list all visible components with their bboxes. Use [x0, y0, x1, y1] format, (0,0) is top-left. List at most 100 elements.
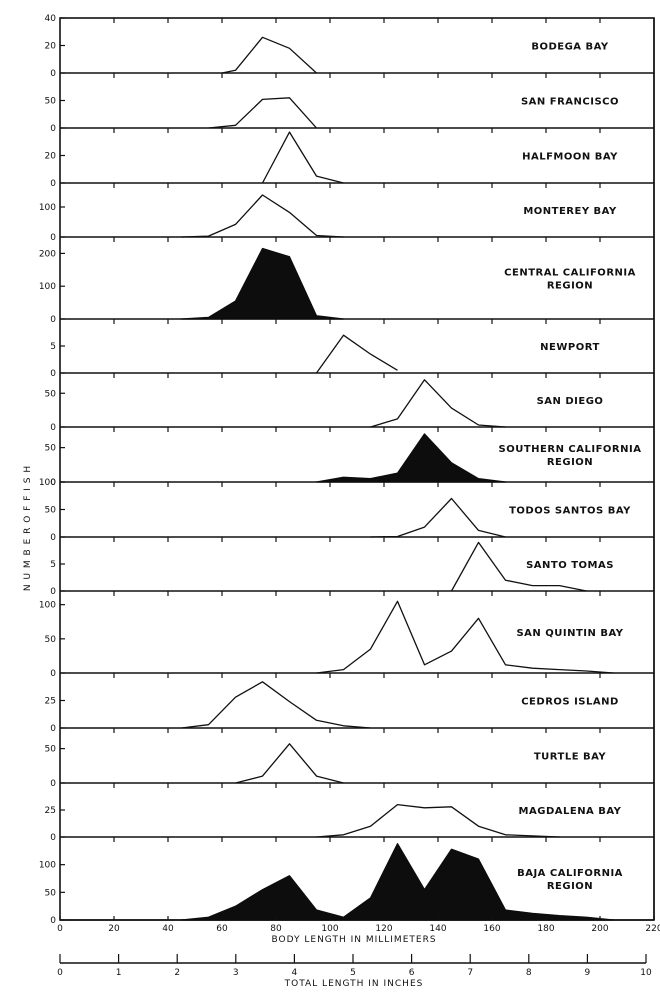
inch-tick-label: 7	[467, 968, 473, 978]
series-line-magdalena-bay	[316, 803, 560, 838]
y-tick-label: 100	[39, 282, 56, 292]
panel-label-line: MONTEREY BAY	[523, 206, 617, 217]
panel-label-central-california-region: CENTRAL CALIFORNIA REGION	[504, 268, 636, 292]
series-area-southern-california-region	[315, 433, 507, 483]
y-tick-label: 0	[50, 233, 56, 243]
x-tick-label: 60	[216, 924, 228, 934]
panel-baja-california-region: 0 50 100 BAJA CALIFORNIA REGION	[39, 837, 654, 926]
series-line-san-quintin-bay	[316, 600, 614, 674]
inch-tick-label: 8	[526, 968, 532, 978]
y-tick-label: 50	[45, 444, 57, 454]
y-tick-label: 25	[45, 697, 56, 707]
panel-label-line: HALFMOON BAY	[522, 152, 618, 163]
panel-label-monterey-bay: MONTEREY BAY	[523, 206, 617, 217]
y-tick-label: 25	[45, 806, 56, 816]
y-tick-label: 100	[39, 601, 56, 611]
y-axis-title: N U M B E R O F F I S H	[23, 465, 33, 591]
series-line-cedros-island	[181, 681, 371, 729]
panel-turtle-bay: 0 50 TURTLE BAY	[45, 728, 654, 789]
panel-label-todos-santos-bay: TODOS SANTOS BAY	[509, 506, 631, 517]
series-area-baja-california-region	[180, 843, 615, 921]
panel-bodega-bay: 0 20 40 BODEGA BAY	[45, 14, 654, 79]
inch-tick-label: 3	[233, 968, 239, 978]
y-tick-label: 40	[45, 14, 57, 24]
inch-tick-label: 4	[292, 968, 298, 978]
y-tick-label: 100	[39, 203, 56, 213]
y-tick-label: 20	[45, 152, 57, 162]
y-tick-label: 100	[39, 478, 56, 488]
y-tick-label: 0	[50, 315, 56, 325]
y-tick-label: 0	[50, 124, 56, 134]
y-tick-label: 0	[50, 587, 56, 597]
panel-label-line: TODOS SANTOS BAY	[509, 506, 631, 517]
inch-tick-label: 6	[409, 968, 415, 978]
y-tick-label: 0	[50, 423, 56, 433]
y-tick-label: 50	[45, 745, 57, 755]
x-tick-label: 200	[591, 924, 608, 934]
panel-label-santo-tomas: SANTO TOMAS	[526, 560, 614, 571]
x-tick-label: 220	[645, 924, 660, 934]
panel-label-halfmoon-bay: HALFMOON BAY	[522, 152, 618, 163]
y-tick-label: 50	[45, 506, 57, 516]
series-line-monterey-bay	[181, 194, 344, 238]
y-tick-label: 100	[39, 861, 56, 871]
y-tick-label: 5	[50, 560, 56, 570]
panel-label-cedros-island: CEDROS ISLAND	[521, 697, 619, 708]
y-tick-label: 200	[39, 249, 56, 259]
y-tick-label: 0	[50, 69, 56, 79]
panel-monterey-bay: 0 100 MONTEREY BAY	[39, 183, 654, 243]
y-tick-label: 0	[50, 533, 56, 543]
panel-todos-santos-bay: 0 50 100 TODOS SANTOS BAY	[39, 478, 654, 543]
panel-san-quintin-bay: 0 50 100 SAN QUINTIN BAY	[39, 591, 654, 679]
panel-label-line: BAJA CALIFORNIA	[517, 868, 623, 879]
panel-label-newport: NEWPORT	[540, 342, 600, 353]
series-line-san-diego	[370, 379, 506, 428]
panel-san-francisco: 0 50 SAN FRANCISCO	[45, 73, 654, 134]
panel-label-baja-california-region: BAJA CALIFORNIA REGION	[517, 868, 623, 892]
inch-axis-title: TOTAL LENGTH IN INCHES	[284, 979, 424, 989]
y-tick-label: 50	[45, 888, 57, 898]
series-line-halfmoon-bay	[261, 131, 344, 184]
panel-label-san-francisco: SAN FRANCISCO	[521, 97, 619, 108]
panel-label-line: REGION	[547, 281, 593, 292]
y-tick-label: 0	[50, 669, 56, 679]
series-line-san-francisco	[208, 97, 317, 129]
panel-label-magdalena-bay: MAGDALENA BAY	[519, 806, 622, 817]
panel-label-line: BODEGA BAY	[531, 42, 609, 53]
inch-tick-label: 1	[116, 968, 122, 978]
series-line-santo-tomas	[450, 541, 587, 592]
panel-santo-tomas: 0 5 SANTO TOMAS	[50, 537, 654, 597]
panel-label-line: SOUTHERN CALIFORNIA	[499, 444, 642, 455]
series-line-newport	[315, 334, 398, 374]
x-tick-label: 140	[429, 924, 446, 934]
inch-tick-label: 5	[350, 968, 356, 978]
panel-label-line: SAN DIEGO	[537, 396, 604, 407]
panel-southern-california-region: 0 50 SOUTHERN CALIFORNIA REGION	[45, 427, 654, 488]
panel-label-san-quintin-bay: SAN QUINTIN BAY	[516, 628, 623, 639]
panel-cedros-island: 0 25 CEDROS ISLAND	[45, 673, 654, 734]
y-tick-label: 50	[45, 635, 57, 645]
x-tick-label: 40	[162, 924, 174, 934]
x-tick-label: 120	[375, 924, 392, 934]
panel-central-california-region: 0 100 200 CENTRAL CALIFORNIA REGION	[39, 237, 654, 325]
series-area-central-california-region	[180, 247, 345, 320]
x-tick-label: 0	[57, 924, 63, 934]
inch-tick-label: 10	[640, 968, 652, 978]
y-tick-label: 0	[50, 724, 56, 734]
series-line-turtle-bay	[235, 743, 344, 784]
inch-tick-label: 9	[585, 968, 591, 978]
panel-label-line: SANTO TOMAS	[526, 560, 614, 571]
panel-label-san-diego: SAN DIEGO	[537, 396, 604, 407]
y-tick-label: 50	[45, 389, 57, 399]
panel-label-line: TURTLE BAY	[534, 752, 607, 763]
y-tick-label: 0	[50, 179, 56, 189]
panel-label-turtle-bay: TURTLE BAY	[534, 752, 607, 763]
panel-label-line: REGION	[547, 457, 593, 468]
panel-label-line: NEWPORT	[540, 342, 600, 353]
x-tick-label: 20	[108, 924, 120, 934]
y-tick-label: 0	[50, 916, 56, 926]
panel-newport: 0 5 NEWPORT	[50, 319, 654, 379]
x-tick-label: 160	[483, 924, 500, 934]
y-tick-label: 0	[50, 369, 56, 379]
x-tick-label: 80	[270, 924, 282, 934]
